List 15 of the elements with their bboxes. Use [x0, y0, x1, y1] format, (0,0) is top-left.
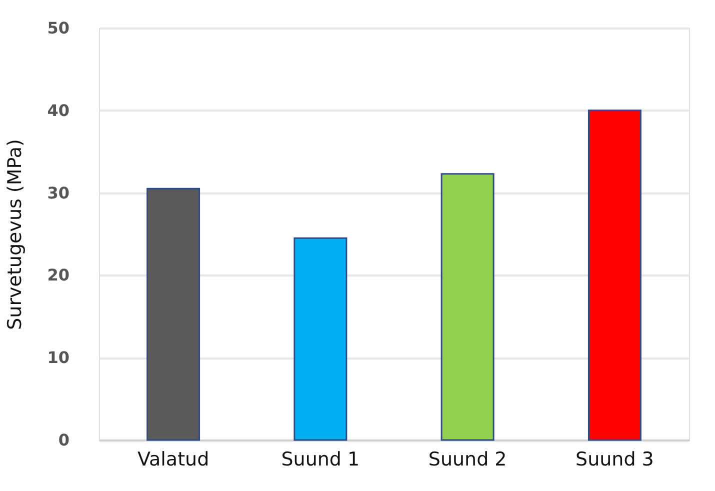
y-axis-title: Survetugevus (MPa) [4, 139, 26, 330]
y-tick-label: 0 [58, 430, 70, 450]
x-tick-label: Suund 2 [428, 448, 507, 470]
y-tick-label: 30 [47, 183, 70, 202]
y-tick-label: 40 [47, 100, 70, 120]
y-tick-label: 10 [47, 348, 70, 368]
y-tick-label: 20 [47, 266, 70, 285]
bar [146, 188, 200, 441]
x-tick-label: Suund 3 [576, 448, 654, 470]
x-tick-label: Suund 1 [281, 448, 360, 470]
y-tick-label: 50 [47, 18, 70, 38]
bar [294, 237, 348, 441]
bar [440, 173, 494, 441]
bar [588, 110, 642, 441]
x-tick-label: Valatud [137, 448, 210, 470]
